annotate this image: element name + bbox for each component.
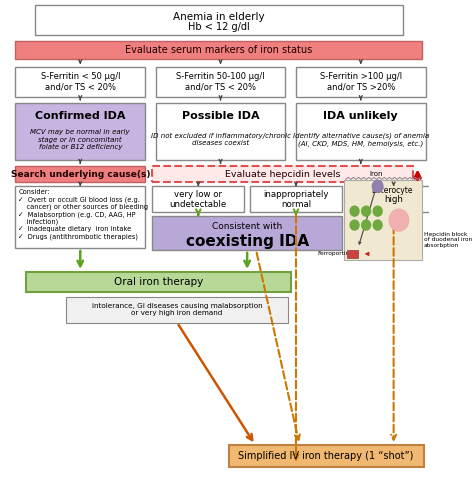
- FancyBboxPatch shape: [250, 186, 342, 212]
- FancyBboxPatch shape: [347, 186, 440, 212]
- FancyBboxPatch shape: [16, 67, 145, 97]
- Circle shape: [362, 220, 371, 230]
- FancyBboxPatch shape: [296, 67, 426, 97]
- Text: IDA unlikely: IDA unlikely: [323, 111, 398, 121]
- Text: Hb < 12 g/dl: Hb < 12 g/dl: [188, 22, 250, 32]
- Circle shape: [362, 206, 371, 216]
- Circle shape: [372, 180, 383, 192]
- Text: ID not excluded if inflammatory/chronic
diseases coexist: ID not excluded if inflammatory/chronic …: [151, 133, 291, 146]
- FancyBboxPatch shape: [156, 67, 285, 97]
- Text: very low or
undetectable: very low or undetectable: [170, 190, 227, 209]
- Text: Hepcidin block
of duodenal iron
absorbption: Hepcidin block of duodenal iron absorbpt…: [424, 232, 472, 248]
- Text: S-Ferritin 50-100 μg/l
and/or TS < 20%: S-Ferritin 50-100 μg/l and/or TS < 20%: [176, 72, 265, 92]
- FancyBboxPatch shape: [16, 166, 145, 182]
- Text: Ferroportin: Ferroportin: [317, 251, 349, 256]
- FancyBboxPatch shape: [152, 216, 342, 250]
- FancyBboxPatch shape: [152, 166, 413, 182]
- Text: Possible IDA: Possible IDA: [182, 111, 259, 121]
- FancyBboxPatch shape: [16, 41, 422, 59]
- FancyBboxPatch shape: [156, 103, 285, 161]
- FancyBboxPatch shape: [296, 103, 426, 161]
- FancyBboxPatch shape: [152, 186, 245, 212]
- FancyBboxPatch shape: [344, 180, 422, 260]
- FancyBboxPatch shape: [66, 297, 288, 323]
- FancyBboxPatch shape: [35, 5, 402, 35]
- Text: Search underlying cause(s): Search underlying cause(s): [10, 170, 150, 179]
- Text: Anemia in elderly: Anemia in elderly: [173, 11, 264, 22]
- FancyBboxPatch shape: [347, 250, 358, 258]
- Text: MCV may be normal in early
stage or in concomitant
folate or B12 deficiency: MCV may be normal in early stage or in c…: [30, 130, 130, 150]
- Circle shape: [373, 220, 382, 230]
- Circle shape: [373, 206, 382, 216]
- Text: S-Ferritin < 50 μg/l
and/or TS < 20%: S-Ferritin < 50 μg/l and/or TS < 20%: [40, 72, 120, 92]
- Text: Simplified IV iron therapy (1 “shot”): Simplified IV iron therapy (1 “shot”): [238, 451, 414, 461]
- Circle shape: [350, 220, 359, 230]
- FancyBboxPatch shape: [16, 186, 145, 248]
- Text: inappropriately
normal: inappropriately normal: [263, 190, 329, 209]
- Text: Evaluate serum markers of iron status: Evaluate serum markers of iron status: [125, 45, 312, 55]
- Text: Consistent with: Consistent with: [212, 222, 283, 230]
- FancyBboxPatch shape: [26, 272, 291, 292]
- Text: Identify alternative cause(s) of anemia
(AI, CKD, MDS, HM, hemolysis, etc.): Identify alternative cause(s) of anemia …: [292, 132, 429, 147]
- Text: Enterocyte: Enterocyte: [371, 186, 412, 195]
- FancyBboxPatch shape: [16, 103, 145, 161]
- Circle shape: [389, 209, 409, 231]
- Text: high: high: [384, 195, 403, 204]
- Text: S-Ferritin >100 μg/l
and/or TS >20%: S-Ferritin >100 μg/l and/or TS >20%: [320, 72, 402, 92]
- Text: coexisting IDA: coexisting IDA: [186, 235, 309, 250]
- Text: Oral iron therapy: Oral iron therapy: [114, 277, 203, 287]
- Text: Evaluate hepcidin levels: Evaluate hepcidin levels: [225, 170, 340, 179]
- Text: Iron: Iron: [369, 172, 383, 177]
- Circle shape: [350, 206, 359, 216]
- FancyBboxPatch shape: [228, 445, 424, 467]
- Text: intolerance, GI diseases causing malabsorption
or very high iron demand: intolerance, GI diseases causing malabso…: [91, 303, 262, 316]
- Text: Confirmed IDA: Confirmed IDA: [35, 111, 126, 121]
- Text: Consider:
✓  Overt or occult GI blood loss (e.g.
    cancer) or other sources of: Consider: ✓ Overt or occult GI blood los…: [18, 189, 148, 240]
